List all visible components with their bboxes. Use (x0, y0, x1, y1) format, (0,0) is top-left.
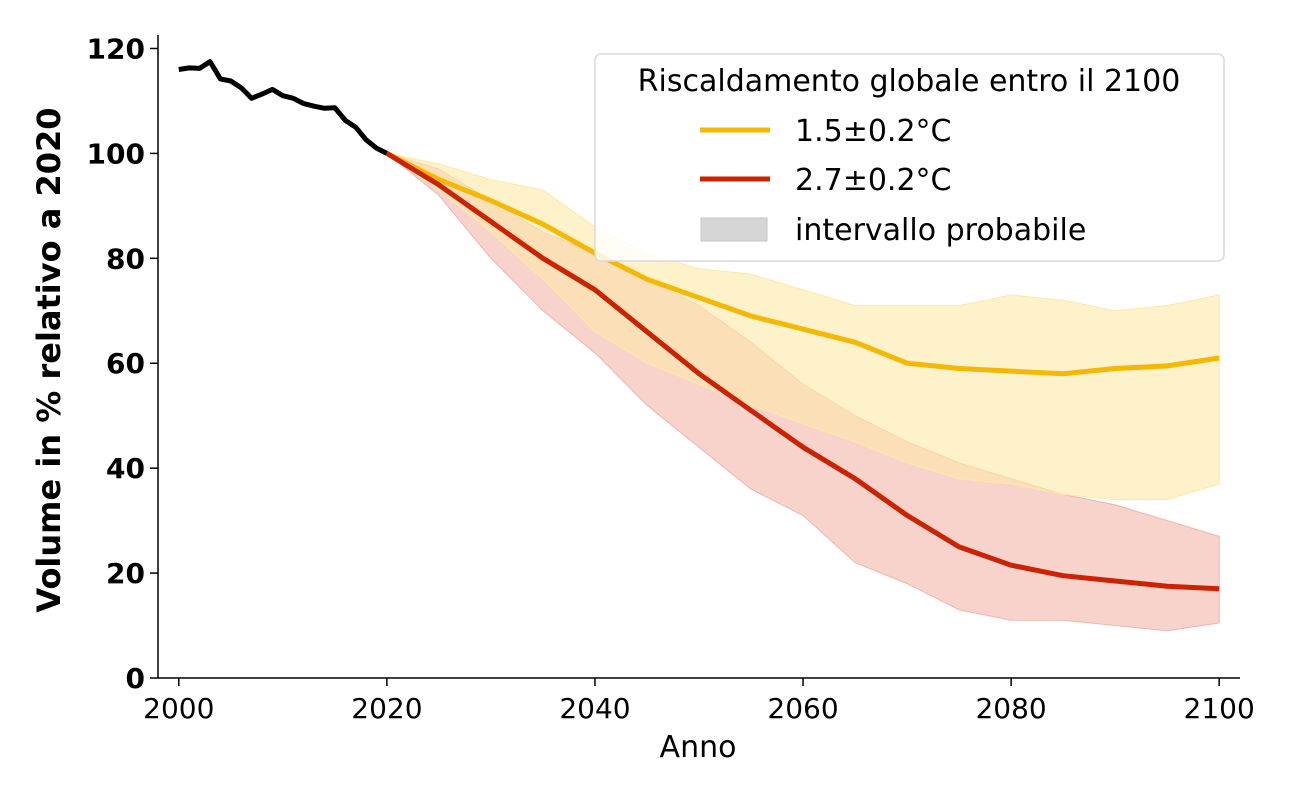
line-2-7 (385, 151, 1220, 592)
x-tick-label: 2080 (975, 692, 1046, 725)
legend-label-range: intervallo probabile (795, 213, 1086, 248)
x-ticks: 2000 2020 2040 2060 2080 2100 (143, 678, 1255, 725)
legend: Riscaldamento globale entro il 2100 1.5±… (594, 53, 1225, 262)
y-axis-title: Volume in % relativo a 2020 (30, 107, 68, 612)
x-tick-label: 2020 (351, 692, 422, 725)
legend-title: Riscaldamento globale entro il 2100 (638, 64, 1181, 99)
y-tick-label: 20 (106, 557, 145, 590)
axes (157, 35, 1240, 679)
y-tick-label: 40 (106, 452, 145, 485)
y-tick-label: 0 (126, 662, 145, 695)
y-tick-label: 100 (87, 137, 145, 170)
y-ticks: 0 20 40 60 80 100 120 (87, 32, 158, 695)
line-1-5 (385, 151, 1220, 377)
y-tick-label: 80 (106, 242, 145, 275)
legend-label-1-5: 1.5±0.2°C (795, 114, 952, 149)
x-tick-label: 2060 (767, 692, 838, 725)
y-tick-label: 60 (106, 347, 145, 380)
legend-label-2-7: 2.7±0.2°C (795, 163, 952, 198)
historical-line (178, 59, 389, 156)
x-tick-label: 2100 (1184, 692, 1255, 725)
x-tick-label: 2040 (559, 692, 630, 725)
y-tick-label: 120 (87, 32, 145, 65)
series-lines (178, 59, 1220, 592)
x-axis-title: Anno (660, 730, 737, 765)
legend-frame (594, 53, 1225, 262)
x-tick-label: 2000 (143, 692, 214, 725)
legend-swatch-range (700, 217, 768, 242)
